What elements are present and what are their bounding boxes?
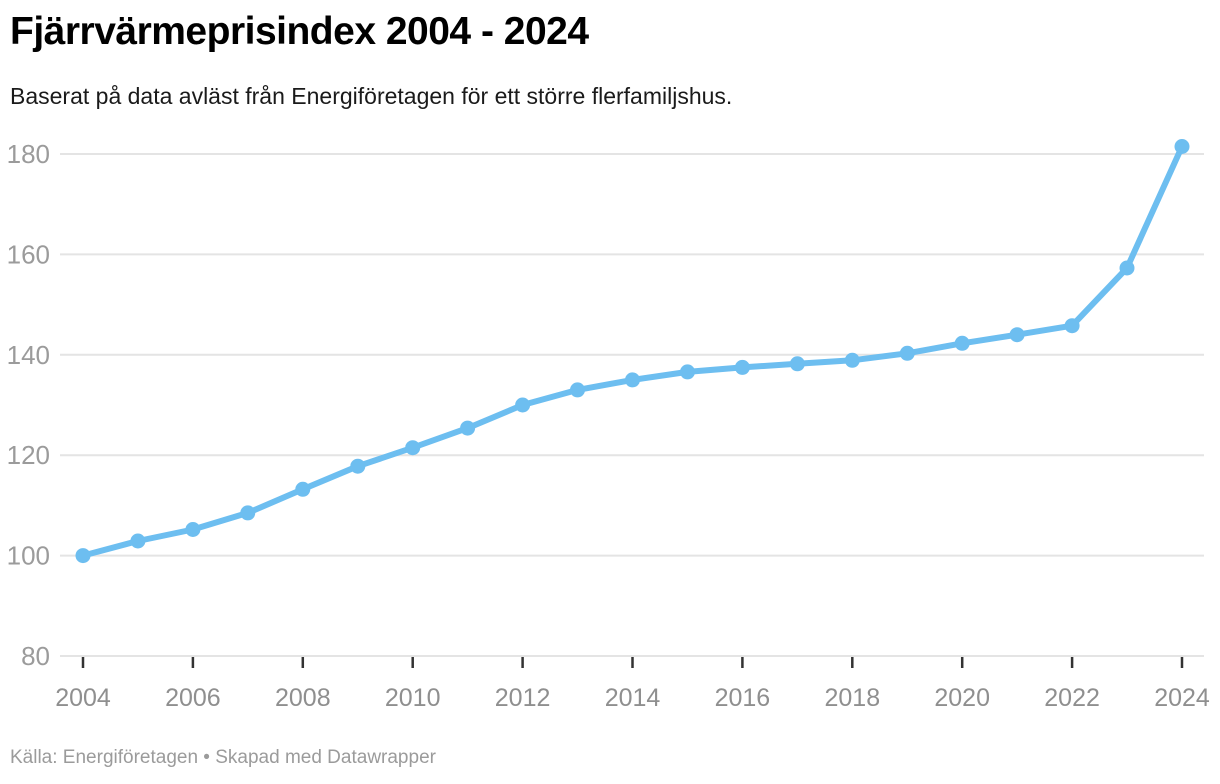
price-index-line <box>80 143 1185 559</box>
x-axis-label-2012: 2012 <box>495 684 551 712</box>
data-point-2021 <box>1009 327 1025 343</box>
data-point-2008 <box>295 481 311 497</box>
y-axis-label-100: 100 <box>7 541 50 571</box>
data-point-2013 <box>570 382 585 398</box>
x-axis-label-2022: 2022 <box>1044 684 1100 712</box>
data-point-2019 <box>899 345 915 361</box>
data-point-2014 <box>625 372 640 388</box>
data-point-2015 <box>680 364 695 380</box>
chart-title: Fjärrvärmeprisindex 2004 - 2024 <box>10 10 589 53</box>
y-axis-label-160: 160 <box>7 239 50 269</box>
y-axis-label-80: 80 <box>21 641 50 671</box>
data-point-2023 <box>1119 260 1135 276</box>
x-axis-label-2006: 2006 <box>165 684 221 712</box>
data-point-2007 <box>240 505 256 521</box>
source-attribution: Källa: Energiföretagen • Skapad med Data… <box>10 747 436 768</box>
x-axis-label-2004: 2004 <box>55 684 111 712</box>
chart-subtitle: Baserat på data avläst från Energiföreta… <box>10 83 733 109</box>
data-point-2011 <box>460 420 476 436</box>
data-point-2018 <box>844 352 860 368</box>
data-point-2020 <box>954 335 970 351</box>
data-point-2006 <box>185 522 201 537</box>
x-axis-label-2008: 2008 <box>275 684 331 712</box>
data-point-2024 <box>1174 139 1190 154</box>
y-axis-label-180: 180 <box>7 139 50 169</box>
data-point-2022 <box>1064 318 1080 334</box>
y-axis-label-120: 120 <box>7 440 50 470</box>
y-axis-label-140: 140 <box>7 340 50 370</box>
data-point-2017 <box>789 356 805 372</box>
x-axis-label-2024: 2024 <box>1154 684 1210 712</box>
x-axis-label-2018: 2018 <box>824 684 880 712</box>
data-point-2009 <box>350 458 366 474</box>
x-axis-label-2020: 2020 <box>934 684 990 712</box>
data-point-2005 <box>130 533 146 549</box>
data-point-2004 <box>75 548 91 564</box>
data-point-2016 <box>734 359 750 375</box>
data-point-2012 <box>515 397 531 413</box>
data-point-2010 <box>405 440 421 456</box>
x-axis-label-2010: 2010 <box>385 684 441 712</box>
x-axis-label-2014: 2014 <box>605 684 661 712</box>
x-axis-label-2016: 2016 <box>715 684 771 712</box>
